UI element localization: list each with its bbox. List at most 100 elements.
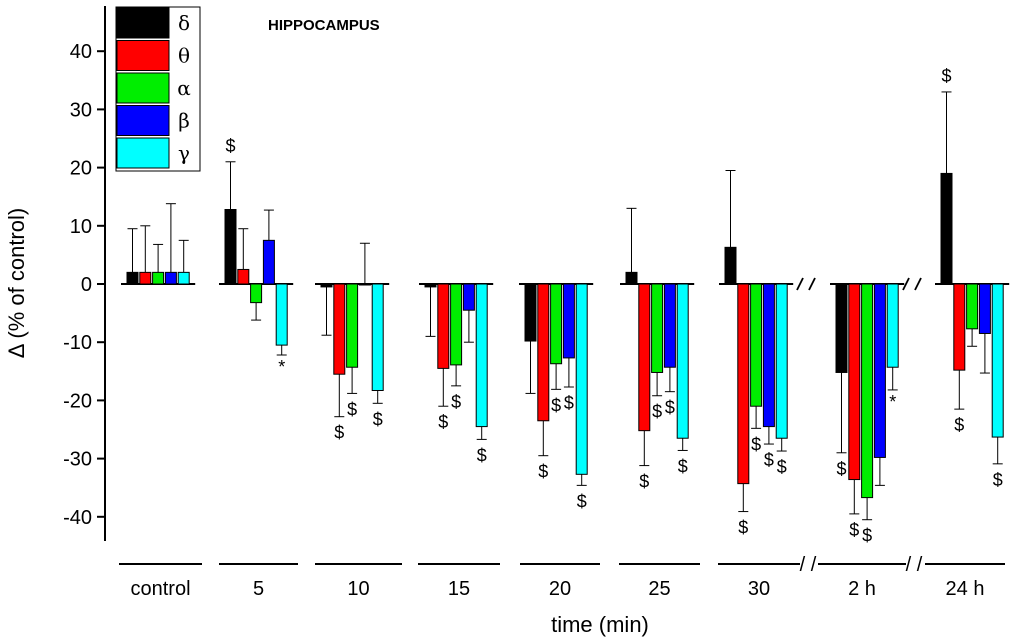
significance-label: $ [373,409,383,429]
legend-swatch [116,105,170,136]
bar [991,283,1004,438]
bar [861,283,874,499]
bar [978,283,991,334]
x-tick-label: 5 [253,578,264,600]
significance-label: $ [347,399,357,419]
bar [262,239,275,285]
y-tick-label: -20 [63,390,92,412]
bar [737,283,750,485]
axis-break-mark [914,277,922,291]
bar [775,283,788,439]
significance-label: $ [678,456,688,476]
bar [424,283,437,288]
x-tick-label: 30 [748,578,770,600]
significance-label: $ [577,491,587,511]
significance-label: $ [849,520,859,540]
bar [358,283,371,286]
axis-break-mark [808,277,816,291]
x-tick-label: 20 [549,578,571,600]
significance-label: $ [551,395,561,415]
chart-marks: $$$$$$ $$ $$$ $ $ $$$$ $$*$$$$ $*$ [121,66,1010,546]
significance-label: $ [564,393,574,413]
significance-label: $ [477,445,487,465]
x-axis-label: time (min) [551,612,649,637]
bar [450,283,463,366]
significance-label: $ [665,398,675,418]
legend-swatch [116,72,170,104]
bar [475,283,488,428]
legend-swatch [116,137,170,169]
axis-break-symbol: / / [906,554,923,576]
bar [320,283,333,288]
x-tick-label: 15 [448,578,470,600]
significance-label: $ [639,472,649,492]
significance-label: $ [941,66,951,86]
significance-label: $ [836,459,846,479]
bar [966,283,979,330]
bar [437,283,450,369]
legend-label: θ [178,44,190,68]
significance-label: $ [538,462,548,482]
significance-label: $ [438,412,448,432]
y-tick-label: -40 [63,507,92,529]
bar [152,271,165,285]
y-axis: 40 30 20 10 0 -10 -20 -30 -40 [63,6,106,541]
bar [333,283,346,375]
bar [873,283,886,458]
bar [562,283,575,359]
bar [462,283,475,311]
legend-label: β [178,109,190,133]
bar [638,283,651,432]
bar [139,271,152,285]
bar [275,283,288,346]
bar [575,283,588,475]
bar [177,271,190,285]
legend-swatch [116,7,170,39]
significance-label: $ [225,136,235,156]
x-tick-label: 10 [347,578,369,600]
significance-label: $ [451,392,461,412]
bar [835,283,848,373]
bar [126,271,139,285]
axis-break-mark [796,277,804,291]
bar [940,172,953,285]
y-tick-label: -30 [63,449,92,471]
bar [346,283,359,368]
bar [550,283,563,365]
y-axis-label: Δ (% of control) [4,208,29,358]
x-tick-label: 25 [648,578,670,600]
significance-star: * [889,392,896,412]
bar [762,283,775,428]
bar [164,271,177,285]
significance-label: $ [764,450,774,470]
legend-label: α [177,76,191,100]
significance-label: $ [954,415,964,435]
bar [676,283,689,439]
axis-break-mark [902,277,910,291]
legend-label: δ [178,11,190,35]
bar [848,283,861,481]
significance-label: $ [993,470,1003,490]
bar [250,283,263,304]
significance-label: $ [777,457,787,477]
y-tick-label: 20 [70,158,92,180]
axis-break-symbol: / / [800,554,817,576]
bar [537,283,550,422]
bar [953,283,966,371]
bar [224,209,237,285]
bar [237,268,250,285]
x-tick-label: 2 h [848,578,876,600]
significance-label: $ [738,518,748,538]
x-tick-label: 24 h [946,578,985,600]
chart-title: HIPPOCAMPUS [268,17,380,34]
bar [724,246,737,285]
y-tick-label: 0 [81,274,92,296]
y-tick-label: 10 [70,216,92,238]
bar [651,283,664,373]
bar [524,283,537,342]
bar [886,283,899,368]
bar [750,283,763,407]
significance-label: $ [334,423,344,443]
